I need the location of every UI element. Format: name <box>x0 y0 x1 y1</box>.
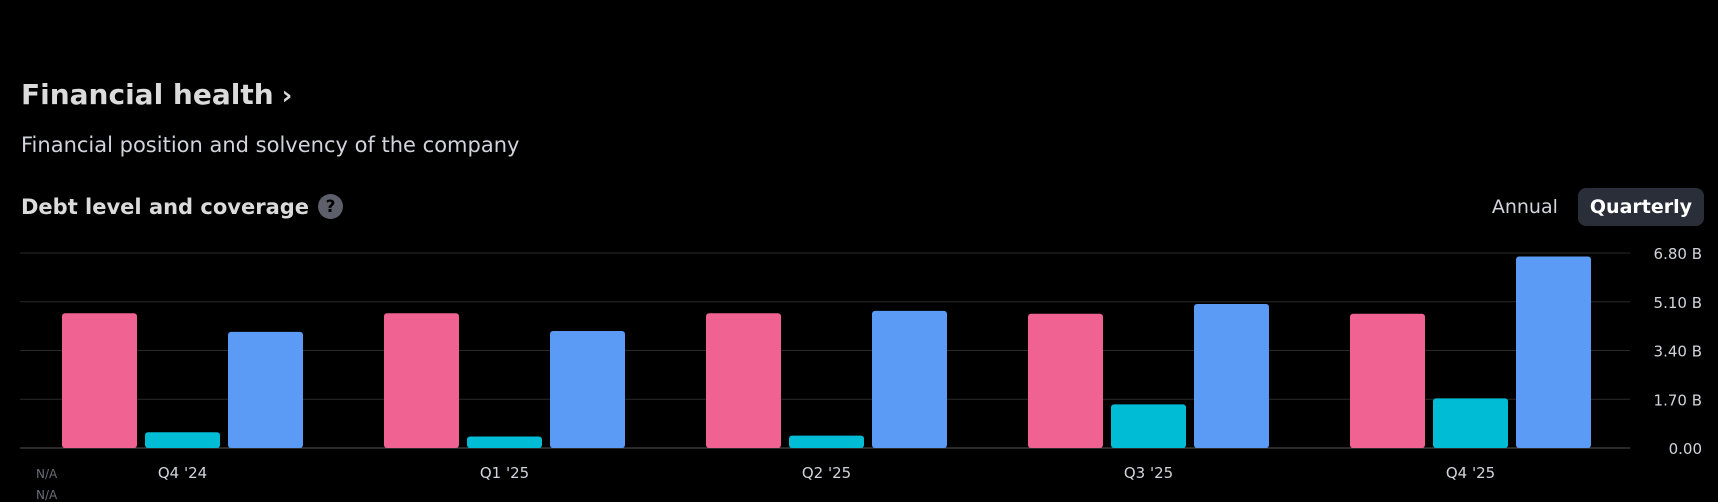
cash-bar <box>550 331 625 448</box>
free-cash-flow-bar <box>467 436 542 448</box>
debt-bar <box>1028 313 1103 448</box>
section-title: Debt level and coverage ? <box>21 194 344 219</box>
section-title-text: Debt level and coverage <box>21 194 310 219</box>
na-label: N/A <box>36 488 58 502</box>
y-tick-label: 0.00 <box>1669 440 1702 458</box>
quarterly-button[interactable]: Quarterly <box>1577 188 1704 226</box>
free-cash-flow-bar <box>145 432 220 448</box>
x-tick-label: Q3 '25 <box>1124 464 1173 482</box>
free-cash-flow-bar <box>789 435 864 448</box>
na-label: N/A <box>36 467 58 481</box>
help-icon[interactable]: ? <box>318 194 344 219</box>
period-toggle: Annual Quarterly <box>1480 188 1704 226</box>
free-cash-flow-bar <box>1111 404 1186 448</box>
title-text: Financial health <box>21 78 274 111</box>
cash-bar <box>1516 256 1591 448</box>
free-cash-flow-bar <box>1433 398 1508 448</box>
financial-health-title-link[interactable]: Financial health › <box>21 78 292 111</box>
debt-bar <box>384 313 459 448</box>
cash-bar <box>1194 304 1269 448</box>
y-tick-label: 1.70 B <box>1654 391 1702 409</box>
chevron-right-icon: › <box>281 81 293 111</box>
debt-bar <box>1350 313 1425 448</box>
x-tick-label: Q2 '25 <box>802 464 851 482</box>
y-tick-label: 5.10 B <box>1654 294 1702 312</box>
debt-bar <box>706 313 781 448</box>
debt-bar <box>62 313 137 448</box>
page-subtitle: Financial position and solvency of the c… <box>21 133 520 157</box>
y-tick-label: 3.40 B <box>1654 343 1702 361</box>
cash-bar <box>872 310 947 448</box>
x-tick-label: Q4 '25 <box>1446 464 1495 482</box>
y-tick-label: 6.80 B <box>1654 245 1702 263</box>
x-tick-label: Q4 '24 <box>158 464 207 482</box>
cash-bar <box>228 331 303 448</box>
x-tick-label: Q1 '25 <box>480 464 529 482</box>
annual-button[interactable]: Annual <box>1480 188 1570 226</box>
